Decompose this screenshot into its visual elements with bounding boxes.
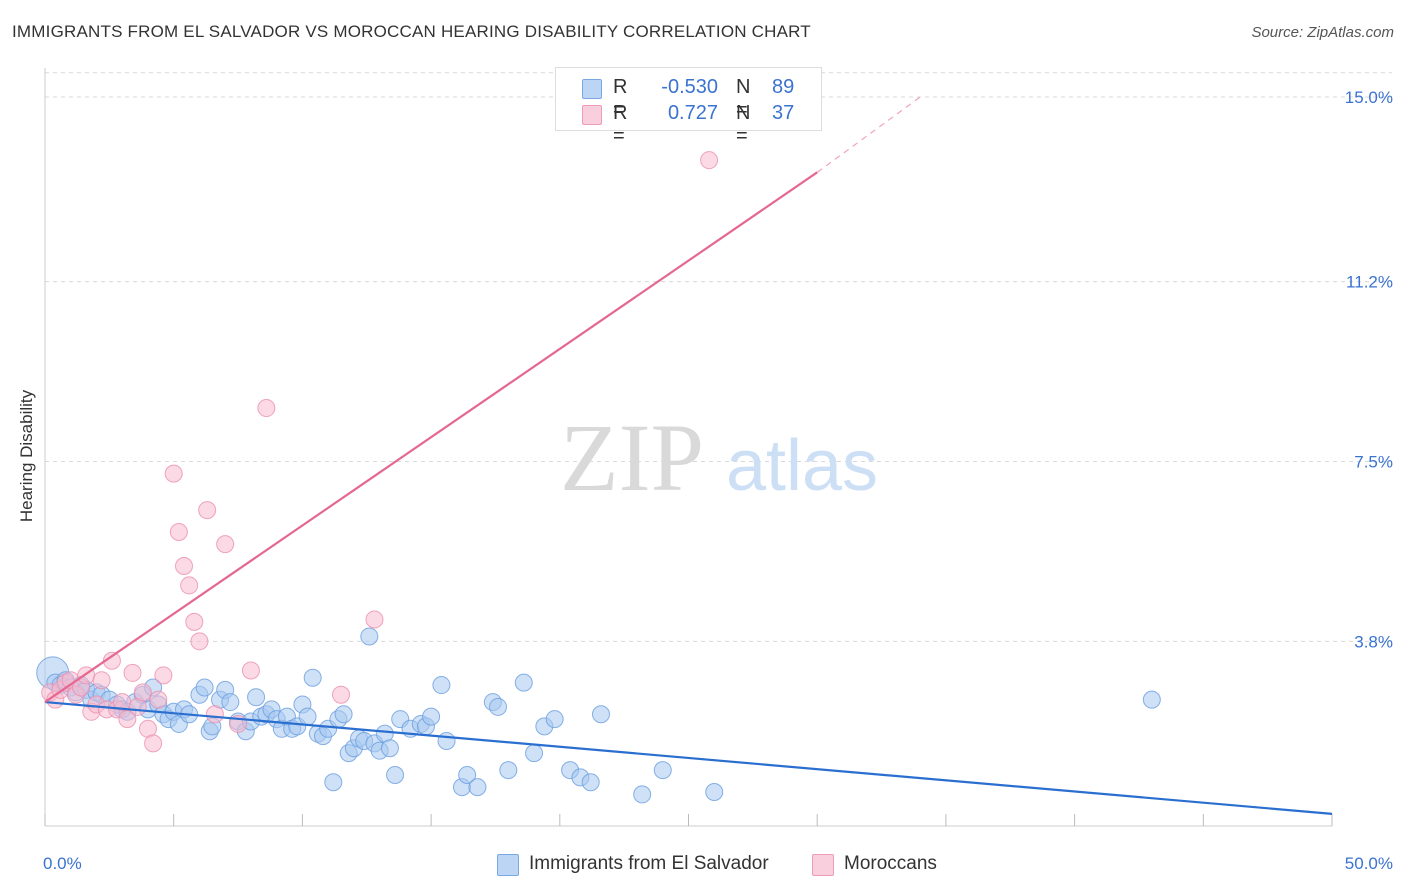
el-salvador-point [432, 676, 451, 695]
moroccans-point [700, 151, 719, 170]
data-points [36, 151, 1161, 804]
correlation-legend: R = -0.530 N = 89 R = 0.727 N = 37 [555, 67, 822, 147]
moroccans-point [144, 734, 163, 753]
moroccans-trend-line [44, 171, 818, 703]
el-salvador-point [499, 761, 518, 780]
moroccans-point [169, 522, 188, 541]
series-legend: Immigrants from El Salvador Moroccans [0, 852, 1406, 878]
el-salvador-point [195, 678, 214, 697]
y-tick-label: 3.8% [1354, 632, 1393, 651]
legend-n-label: N = [736, 76, 751, 121]
el-salvador-point [468, 778, 487, 797]
el-salvador-point [437, 731, 456, 750]
watermark: ZIP atlas [560, 404, 878, 511]
el-salvador-trend-line [44, 700, 1333, 815]
el-salvador-point [360, 627, 379, 646]
x-tick-label: 0.0% [43, 854, 82, 873]
legend-label: Moroccans [844, 853, 937, 874]
chart-title: IMMIGRANTS FROM EL SALVADOR VS MOROCCAN … [12, 22, 811, 41]
legend-r-label: R = [613, 102, 628, 147]
legend-swatch-pink [582, 105, 602, 125]
el-salvador-point [525, 744, 544, 763]
moroccans-point [123, 663, 142, 682]
el-salvador-point [489, 697, 508, 716]
legend-r-value: 0.727 [667, 102, 718, 124]
y-tick-label: 11.2% [1346, 273, 1393, 292]
legend-r-value: -0.530 [661, 76, 718, 98]
el-salvador-point [591, 705, 610, 724]
moroccans-point [154, 666, 173, 685]
legend-n-value: 37 [772, 102, 795, 124]
el-salvador-point [303, 668, 322, 687]
legend-n-value: 89 [772, 76, 795, 98]
source-credit: Source: ZipAtlas.com [1251, 24, 1394, 41]
y-tick-label: 15.0% [1345, 88, 1393, 107]
el-salvador-point [458, 765, 477, 784]
moroccans-point [241, 661, 260, 680]
watermark-atlas: atlas [726, 426, 878, 506]
el-salvador-point [221, 693, 240, 712]
moroccans-point [174, 556, 193, 575]
tick-labels: 3.8% 7.5% 11.2% 15.0% 0.0% 50.0% [43, 88, 1393, 873]
el-salvador-point [545, 710, 564, 729]
moroccans-point [92, 671, 111, 690]
legend-n-label: N = [736, 102, 751, 147]
legend-label: Immigrants from El Salvador [529, 853, 769, 874]
grid-lines [45, 72, 1392, 642]
trend-lines [44, 96, 1333, 815]
moroccans-point [257, 399, 276, 418]
el-salvador-point [324, 773, 343, 792]
el-salvador-point [581, 773, 600, 792]
legend-r-label: R = [613, 76, 628, 121]
legend-swatch-blue [497, 854, 519, 876]
el-salvador-point [633, 785, 652, 804]
el-salvador-point [705, 782, 724, 801]
moroccans-point [332, 685, 351, 704]
watermark-zip: ZIP [560, 404, 704, 511]
el-salvador-point [514, 673, 533, 692]
moroccans-point [205, 705, 224, 724]
el-salvador-point [386, 765, 405, 784]
el-salvador-point [247, 688, 266, 707]
legend-swatch-pink [812, 854, 834, 876]
moroccans-point [180, 576, 199, 595]
moroccans-point [198, 501, 217, 520]
moroccans-trend-extension [816, 96, 921, 173]
el-salvador-point [1142, 690, 1161, 709]
el-salvador-point [334, 705, 353, 724]
el-salvador-point [422, 707, 441, 726]
moroccans-point [190, 632, 209, 651]
legend-swatch-blue [582, 79, 602, 99]
moroccans-point [216, 535, 235, 554]
el-salvador-point [653, 761, 672, 780]
moroccans-point [164, 464, 183, 483]
el-salvador-point [380, 739, 399, 758]
x-tick-label: 50.0% [1345, 854, 1393, 873]
moroccans-point [365, 610, 384, 629]
el-salvador-point [298, 707, 317, 726]
moroccans-point [133, 683, 152, 702]
y-tick-label: 7.5% [1354, 453, 1393, 472]
moroccans-point [185, 612, 204, 631]
moroccans-point [149, 690, 168, 709]
moroccans-point [118, 710, 137, 729]
